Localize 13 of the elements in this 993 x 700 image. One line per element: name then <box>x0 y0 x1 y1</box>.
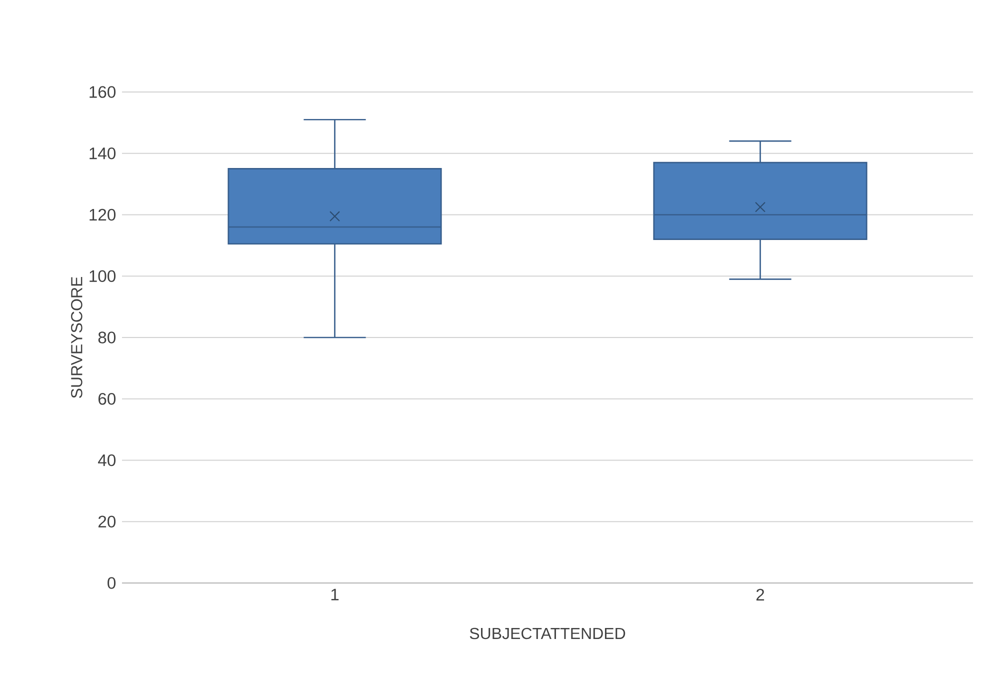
x-tick-label: 2 <box>756 588 764 600</box>
x-axis-title: SUBJECTATTENDED <box>470 628 626 640</box>
y-tick-label: 100 <box>90 270 116 282</box>
y-tick-label: 140 <box>90 147 116 160</box>
y-tick-label: 20 <box>98 516 116 528</box>
y-axis-title: SURVEYSCORE <box>71 276 82 398</box>
y-tick-label: 0 <box>108 577 116 589</box>
y-tick-label: 160 <box>90 86 116 98</box>
y-tick-label: 60 <box>98 392 116 405</box>
y-tick-label: 40 <box>98 454 116 466</box>
y-tick-label: 120 <box>90 208 116 221</box>
y-tick-label: 80 <box>98 332 116 344</box>
x-tick-label: 1 <box>331 588 339 600</box>
